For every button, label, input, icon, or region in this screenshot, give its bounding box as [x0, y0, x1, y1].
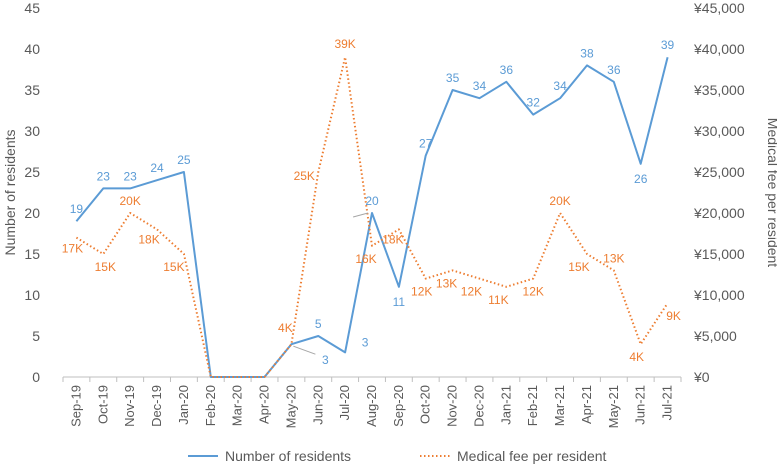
left-axis-tick-label: 15: [24, 246, 40, 262]
data-label: 12K: [523, 285, 544, 299]
data-label: 25: [177, 153, 191, 167]
data-label: 4K: [278, 321, 293, 335]
x-tick-label: Feb-20: [203, 385, 218, 426]
left-axis-tick-label: 45: [24, 0, 40, 16]
right-axis-tick-label: ¥15,000: [693, 246, 745, 262]
leader-line: [353, 212, 369, 218]
right-axis-tick-label: ¥10,000: [693, 287, 745, 303]
data-label: 38: [580, 46, 594, 60]
data-label: 34: [473, 79, 487, 93]
data-label: 3: [362, 335, 369, 349]
data-label: 36: [607, 63, 621, 77]
right-axis-tick-label: ¥30,000: [693, 123, 745, 139]
data-label: 20K: [119, 194, 140, 208]
leader-line: [293, 345, 316, 355]
right-axis-tick-label: ¥40,000: [693, 41, 745, 57]
data-label: 4K: [629, 350, 644, 364]
left-axis-tick-label: 10: [24, 287, 40, 303]
left-axis-tick-label: 25: [24, 164, 40, 180]
x-tick-label: Nov-20: [445, 385, 460, 427]
data-label: 18K: [382, 232, 403, 246]
data-label: 17K: [62, 242, 83, 256]
data-label: 15K: [95, 260, 116, 274]
axes-layer: Sep-19 Oct-19 Nov-19 Dec-19 Jan-20 Feb-20 Mar-…: [2, 0, 777, 428]
right-axis-title: Medical fee per resident: [765, 118, 777, 268]
x-tick-label: Jan-21: [498, 385, 513, 425]
data-label: 11: [393, 295, 406, 309]
series-lines-layer: [75, 56, 669, 378]
series-line-residents: [75, 56, 669, 378]
data-label: 15K: [568, 260, 589, 274]
data-label: 26: [634, 172, 648, 186]
left-axis-tick-label: 40: [24, 41, 40, 57]
left-axis-tick-label: 35: [24, 82, 40, 98]
x-tick-label: Mar-20: [230, 385, 245, 426]
x-tick-label: Oct-20: [418, 385, 433, 424]
data-label: 12K: [461, 285, 482, 299]
data-label: 13K: [603, 251, 624, 265]
right-axis-tick-label: ¥5,000: [693, 328, 737, 344]
right-axis-tick-label: ¥0: [693, 369, 710, 385]
x-tick-label: Sep-20: [391, 385, 406, 427]
data-label: 16K: [355, 252, 376, 266]
x-tick-label: Feb-21: [525, 385, 540, 426]
data-label: 34: [553, 79, 567, 93]
legend: Number of residents Medical fee per resid…: [188, 448, 607, 464]
legend-label-medical-fee: Medical fee per resident: [457, 448, 607, 464]
x-tick-label: Jul-20: [337, 385, 352, 420]
data-label: 35: [446, 71, 460, 85]
x-tick-label: Oct-19: [95, 385, 110, 424]
data-label: 9K: [666, 309, 681, 323]
legend-label-residents: Number of residents: [225, 448, 351, 464]
data-label: 23: [97, 169, 111, 183]
x-tick-label: Jul-21: [660, 385, 675, 420]
x-tick-label: Aug-20: [364, 385, 379, 427]
x-tick-label: Sep-19: [68, 385, 83, 427]
data-label: 20K: [549, 194, 570, 208]
right-axis-tick-label: ¥20,000: [693, 205, 745, 221]
left-axis-tick-label: 0: [32, 369, 40, 385]
data-label: 3: [322, 353, 329, 367]
x-tick-label: Mar-21: [552, 385, 567, 426]
left-axis-tick-label: 20: [24, 205, 40, 221]
x-tick-label: Jun-20: [310, 385, 325, 425]
data-label: 5: [315, 317, 322, 331]
x-tick-label: May-20: [283, 385, 298, 428]
data-label: 36: [500, 63, 514, 77]
data-label: 27: [419, 137, 433, 151]
left-axis-tick-label: 30: [24, 123, 40, 139]
data-label: 23: [123, 169, 137, 183]
data-label: 12K: [411, 285, 432, 299]
data-label: 18K: [138, 232, 159, 246]
data-label: 19: [70, 202, 84, 216]
left-axis-tick-label: 5: [32, 328, 40, 344]
data-label: 20: [365, 194, 379, 208]
right-axis-tick-label: ¥25,000: [693, 164, 745, 180]
left-axis-title: Number of residents: [2, 129, 18, 255]
x-tick-label: May-21: [606, 385, 621, 428]
x-tick-label: Apr-20: [257, 385, 272, 424]
x-tick-label: Dec-20: [471, 385, 486, 427]
x-tick-label: Nov-19: [122, 385, 137, 427]
series-line-medical-fee: [75, 56, 669, 378]
x-tick-label: Jan-20: [176, 385, 191, 425]
data-label: 39K: [334, 37, 355, 51]
data-label: 25K: [294, 169, 315, 183]
data-label: 11K: [488, 293, 508, 307]
x-tick-label: Apr-21: [579, 385, 594, 424]
data-label: 15K: [163, 260, 184, 274]
data-label: 24: [150, 161, 164, 175]
x-tick-label: Jun-21: [633, 385, 648, 425]
data-label: 39: [661, 38, 675, 52]
right-axis-tick-label: ¥35,000: [693, 82, 745, 98]
data-label: 13K: [436, 276, 457, 290]
data-label: 32: [527, 96, 541, 110]
x-tick-label: Dec-19: [149, 385, 164, 427]
right-axis-tick-label: ¥45,000: [693, 0, 745, 16]
